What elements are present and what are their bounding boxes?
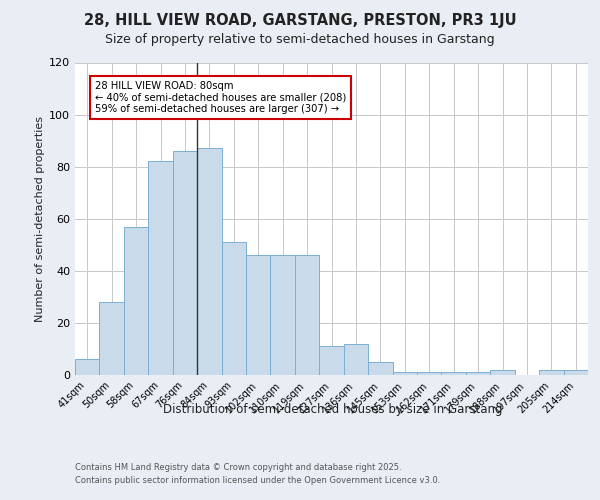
Bar: [539, 370, 563, 375]
Text: Contains HM Land Registry data © Crown copyright and database right 2025.: Contains HM Land Registry data © Crown c…: [75, 462, 401, 471]
Bar: [295, 255, 319, 375]
Text: 28 HILL VIEW ROAD: 80sqm
← 40% of semi-detached houses are smaller (208)
59% of : 28 HILL VIEW ROAD: 80sqm ← 40% of semi-d…: [95, 80, 346, 114]
Text: Contains public sector information licensed under the Open Government Licence v3: Contains public sector information licen…: [75, 476, 440, 485]
Bar: [490, 370, 515, 375]
Text: Size of property relative to semi-detached houses in Garstang: Size of property relative to semi-detach…: [105, 32, 495, 46]
Bar: [466, 372, 490, 375]
Bar: [75, 360, 100, 375]
Bar: [271, 255, 295, 375]
Bar: [197, 148, 221, 375]
Bar: [344, 344, 368, 375]
Text: 28, HILL VIEW ROAD, GARSTANG, PRESTON, PR3 1JU: 28, HILL VIEW ROAD, GARSTANG, PRESTON, P…: [83, 12, 517, 28]
Bar: [173, 151, 197, 375]
Bar: [100, 302, 124, 375]
Y-axis label: Number of semi-detached properties: Number of semi-detached properties: [35, 116, 45, 322]
Bar: [124, 226, 148, 375]
Bar: [392, 372, 417, 375]
Bar: [221, 242, 246, 375]
Text: Distribution of semi-detached houses by size in Garstang: Distribution of semi-detached houses by …: [163, 402, 503, 415]
Bar: [368, 362, 392, 375]
Bar: [442, 372, 466, 375]
Bar: [319, 346, 344, 375]
Bar: [148, 162, 173, 375]
Bar: [563, 370, 588, 375]
Bar: [246, 255, 271, 375]
Bar: [417, 372, 442, 375]
